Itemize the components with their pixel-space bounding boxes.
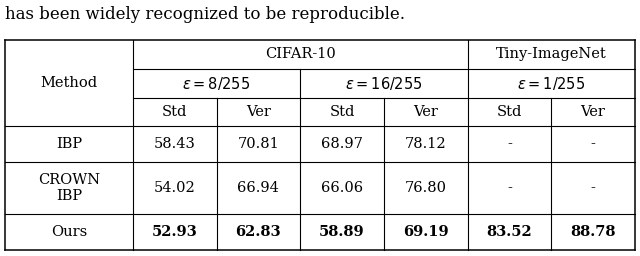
Text: CIFAR-10: CIFAR-10: [265, 47, 335, 61]
Text: Std: Std: [330, 105, 355, 119]
Text: CROWN
IBP: CROWN IBP: [38, 173, 100, 203]
Text: Ver: Ver: [413, 105, 438, 119]
Text: -: -: [591, 137, 595, 151]
Text: 83.52: 83.52: [486, 225, 532, 239]
Text: 52.93: 52.93: [152, 225, 198, 239]
Text: 78.12: 78.12: [405, 137, 447, 151]
Text: Ver: Ver: [246, 105, 271, 119]
Text: -: -: [507, 181, 512, 195]
Text: $\epsilon = 8/255$: $\epsilon = 8/255$: [182, 74, 251, 92]
Text: Method: Method: [40, 76, 97, 90]
Text: has been widely recognized to be reproducible.: has been widely recognized to be reprodu…: [5, 6, 405, 23]
Text: 66.94: 66.94: [237, 181, 279, 195]
Text: 66.06: 66.06: [321, 181, 363, 195]
Text: 88.78: 88.78: [570, 225, 616, 239]
Text: Std: Std: [497, 105, 522, 119]
Text: -: -: [507, 137, 512, 151]
Text: 58.89: 58.89: [319, 225, 365, 239]
Text: 69.19: 69.19: [403, 225, 449, 239]
Text: 76.80: 76.80: [404, 181, 447, 195]
Text: IBP: IBP: [56, 137, 82, 151]
Text: 58.43: 58.43: [154, 137, 196, 151]
Text: $\epsilon = 16/255$: $\epsilon = 16/255$: [345, 74, 422, 92]
Text: 70.81: 70.81: [237, 137, 279, 151]
Text: 54.02: 54.02: [154, 181, 196, 195]
Text: 62.83: 62.83: [236, 225, 281, 239]
Text: Tiny-ImageNet: Tiny-ImageNet: [496, 47, 607, 61]
Text: 68.97: 68.97: [321, 137, 363, 151]
Text: $\epsilon = 1/255$: $\epsilon = 1/255$: [517, 74, 586, 92]
Text: -: -: [591, 181, 595, 195]
Text: Ver: Ver: [580, 105, 605, 119]
Text: Std: Std: [162, 105, 188, 119]
Text: Ours: Ours: [51, 225, 87, 239]
